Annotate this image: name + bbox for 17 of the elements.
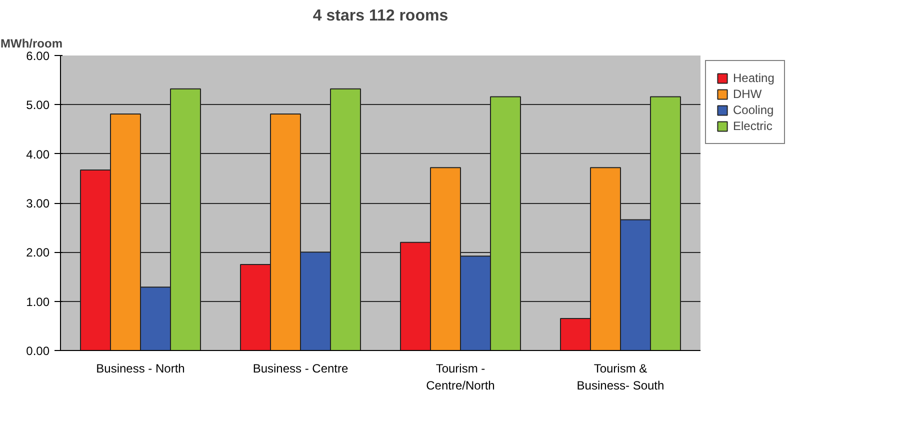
legend-label: Heating bbox=[733, 71, 774, 85]
x-tick-label: Business - Centre bbox=[252, 362, 349, 376]
y-tick-label: 6.00 bbox=[26, 49, 50, 63]
x-tick-label: Tourism - Centre/North bbox=[426, 362, 495, 392]
y-tick-label: 2.00 bbox=[26, 246, 50, 260]
legend-label: Cooling bbox=[733, 103, 774, 117]
legend-label: Electric bbox=[733, 119, 772, 133]
x-tick-label: Tourism & Business- South bbox=[576, 362, 664, 392]
y-tick-label: 1.00 bbox=[26, 294, 50, 309]
chart-title: 4 stars 112 rooms bbox=[312, 8, 448, 24]
y-tick-label: 3.00 bbox=[26, 196, 50, 210]
y-axis-title: MWh/room bbox=[0, 36, 62, 50]
y-tick-label: 0.00 bbox=[26, 344, 50, 358]
y-tick-label: 4.00 bbox=[26, 147, 50, 162]
legend-label: DHW bbox=[733, 87, 762, 101]
x-tick-label: Business - North bbox=[96, 362, 185, 376]
y-tick-label: 5.00 bbox=[26, 98, 50, 112]
